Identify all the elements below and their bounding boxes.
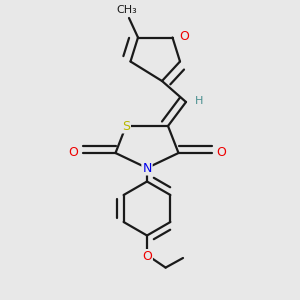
Text: O: O bbox=[179, 29, 189, 43]
Text: S: S bbox=[122, 119, 130, 133]
Text: N: N bbox=[142, 161, 152, 175]
Text: O: O bbox=[68, 146, 78, 160]
Text: CH₃: CH₃ bbox=[116, 4, 137, 15]
Text: O: O bbox=[216, 146, 226, 160]
Text: O: O bbox=[142, 250, 152, 263]
Text: H: H bbox=[194, 96, 203, 106]
